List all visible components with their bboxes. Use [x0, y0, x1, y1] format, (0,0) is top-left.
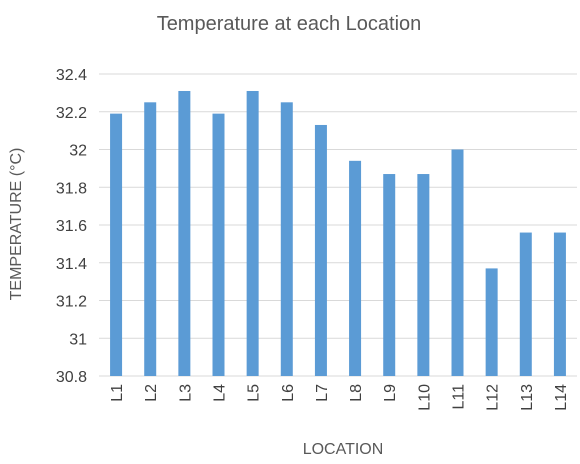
- x-tick-label: L10: [416, 384, 433, 411]
- y-tick-label: 31.6: [56, 218, 87, 235]
- y-tick-label: 31.8: [56, 180, 87, 197]
- y-tick-label: 31.4: [56, 256, 87, 273]
- x-tick-label: L9: [382, 384, 399, 402]
- bar-l5: [246, 90, 259, 377]
- x-tick-label: L4: [212, 384, 229, 402]
- y-tick-label: 30.8: [56, 369, 87, 386]
- x-axis-ticks: L1 L2 L3 L4 L5 L6 L7 L8 L9 L10 L11 L12 L13 L14: [109, 384, 570, 411]
- bar-l1: [110, 113, 123, 376]
- chart-title: Temperature at each Location: [157, 13, 422, 35]
- x-tick-label: L12: [485, 384, 502, 411]
- y-tick-label: 31.2: [56, 294, 87, 311]
- x-tick-label: L8: [348, 384, 365, 402]
- bar-l12: [485, 268, 498, 376]
- y-tick-label: 32: [69, 143, 87, 160]
- bar-l11: [451, 149, 464, 376]
- gridlines: [99, 73, 577, 377]
- x-axis-label: LOCATION: [303, 441, 384, 458]
- bar-l13: [519, 232, 532, 376]
- bar-l3: [178, 90, 191, 377]
- bar-l9: [383, 174, 396, 376]
- bar-l8: [349, 160, 362, 376]
- x-tick-label: L7: [314, 384, 331, 402]
- bar-l4: [212, 113, 225, 376]
- x-tick-label: L5: [246, 384, 263, 402]
- bar-l10: [417, 174, 430, 376]
- y-tick-label: 32.4: [56, 67, 87, 84]
- x-tick-label: L1: [109, 384, 126, 402]
- bar-l6: [280, 102, 293, 376]
- y-axis-ticks: 30.8 31 31.2 31.4 31.6 31.8 32 32.2 32.4: [56, 67, 87, 386]
- bar-l7: [314, 124, 327, 377]
- x-tick-label: L2: [143, 384, 160, 402]
- x-tick-label: L6: [280, 384, 297, 402]
- y-tick-label: 32.2: [56, 105, 87, 122]
- bar-l14: [553, 232, 566, 376]
- x-tick-label: L14: [553, 384, 570, 411]
- y-tick-label: 31: [69, 331, 87, 348]
- x-tick-label: L11: [451, 384, 468, 410]
- x-tick-label: L13: [519, 384, 536, 411]
- x-tick-label: L3: [177, 384, 194, 402]
- y-axis-label: TEMPERATURE (°C): [8, 148, 25, 301]
- bars: [110, 90, 566, 377]
- bar-l2: [144, 102, 157, 376]
